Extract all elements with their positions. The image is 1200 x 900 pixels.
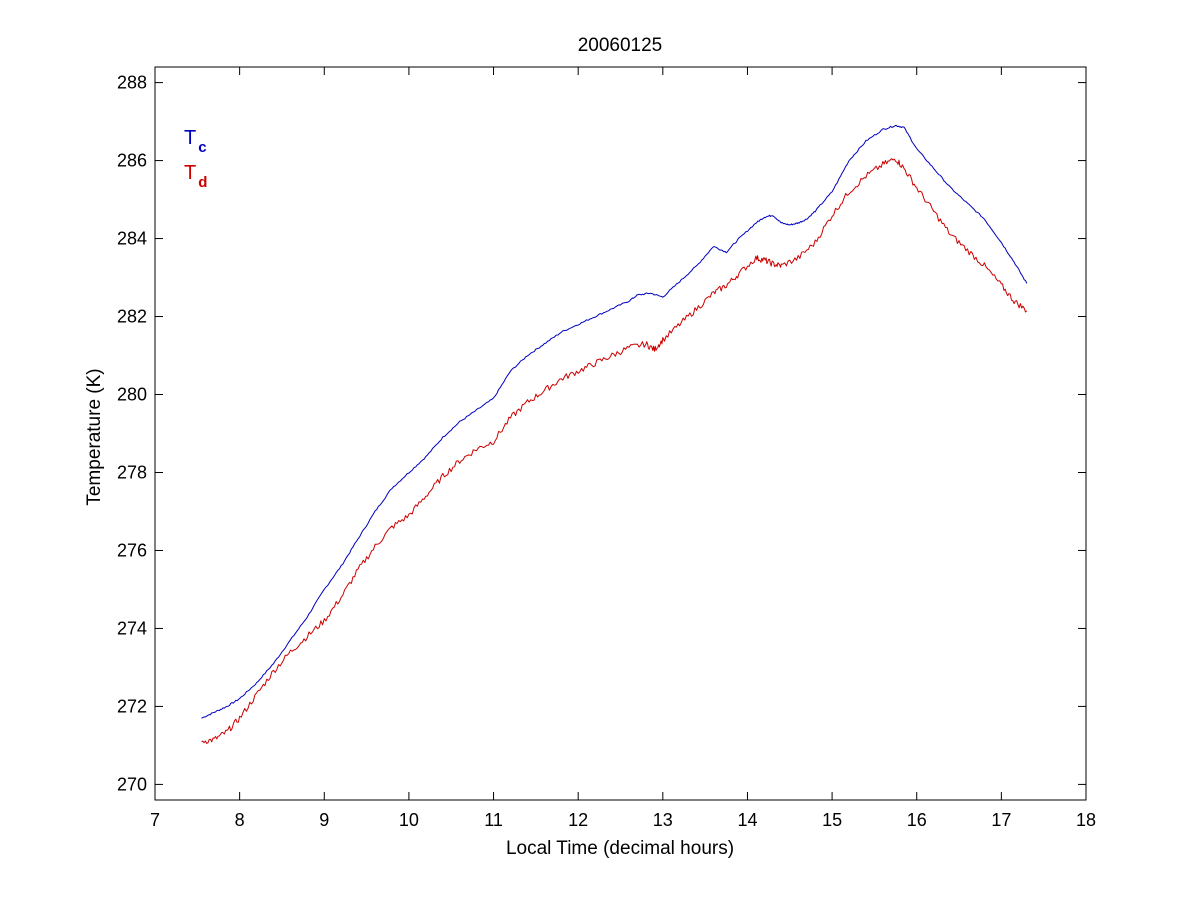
legend-label-main: T bbox=[184, 127, 196, 149]
x-axis-label: Local Time (decimal hours) bbox=[506, 838, 734, 859]
series-line-td bbox=[201, 158, 1028, 744]
x-tick-label: 17 bbox=[991, 810, 1011, 830]
x-tick-label: 14 bbox=[737, 810, 757, 830]
y-tick-label: 282 bbox=[117, 307, 147, 327]
y-tick-label: 276 bbox=[117, 540, 147, 560]
x-tick-label: 10 bbox=[399, 810, 419, 830]
y-axis: 270 272 274 276 278 280 282 284 286 288 bbox=[117, 73, 1086, 794]
y-tick-label: 272 bbox=[117, 696, 147, 716]
plot-area bbox=[154, 66, 1087, 801]
x-tick-label: 18 bbox=[1076, 810, 1096, 830]
x-tick-label: 12 bbox=[568, 810, 588, 830]
y-tick-label: 286 bbox=[117, 151, 147, 171]
legend-label-subscript: d bbox=[198, 174, 207, 191]
x-tick-label: 11 bbox=[484, 810, 503, 830]
x-tick-label: 13 bbox=[653, 810, 673, 830]
series-line-tc bbox=[201, 124, 1028, 719]
x-tick-label: 9 bbox=[319, 810, 329, 830]
y-tick-label: 278 bbox=[117, 462, 147, 482]
x-tick-label: 15 bbox=[822, 810, 842, 830]
x-tick-label: 8 bbox=[235, 810, 245, 830]
series-layer bbox=[201, 124, 1028, 744]
legend-label-subscript: c bbox=[198, 139, 206, 156]
y-tick-label: 284 bbox=[117, 229, 147, 249]
y-tick-label: 270 bbox=[117, 774, 147, 794]
y-tick-label: 280 bbox=[117, 385, 147, 405]
y-axis-label: Temperature (K) bbox=[84, 368, 105, 505]
legend-label-main: T bbox=[184, 162, 196, 184]
chart-title: 20060125 bbox=[578, 35, 663, 56]
y-tick-label: 288 bbox=[117, 73, 147, 93]
x-tick-label: 16 bbox=[907, 810, 927, 830]
y-tick-label: 274 bbox=[117, 618, 147, 638]
x-tick-label: 7 bbox=[150, 810, 160, 830]
x-axis: 7 8 9 10 11 12 13 14 15 16 17 18 bbox=[150, 67, 1096, 830]
